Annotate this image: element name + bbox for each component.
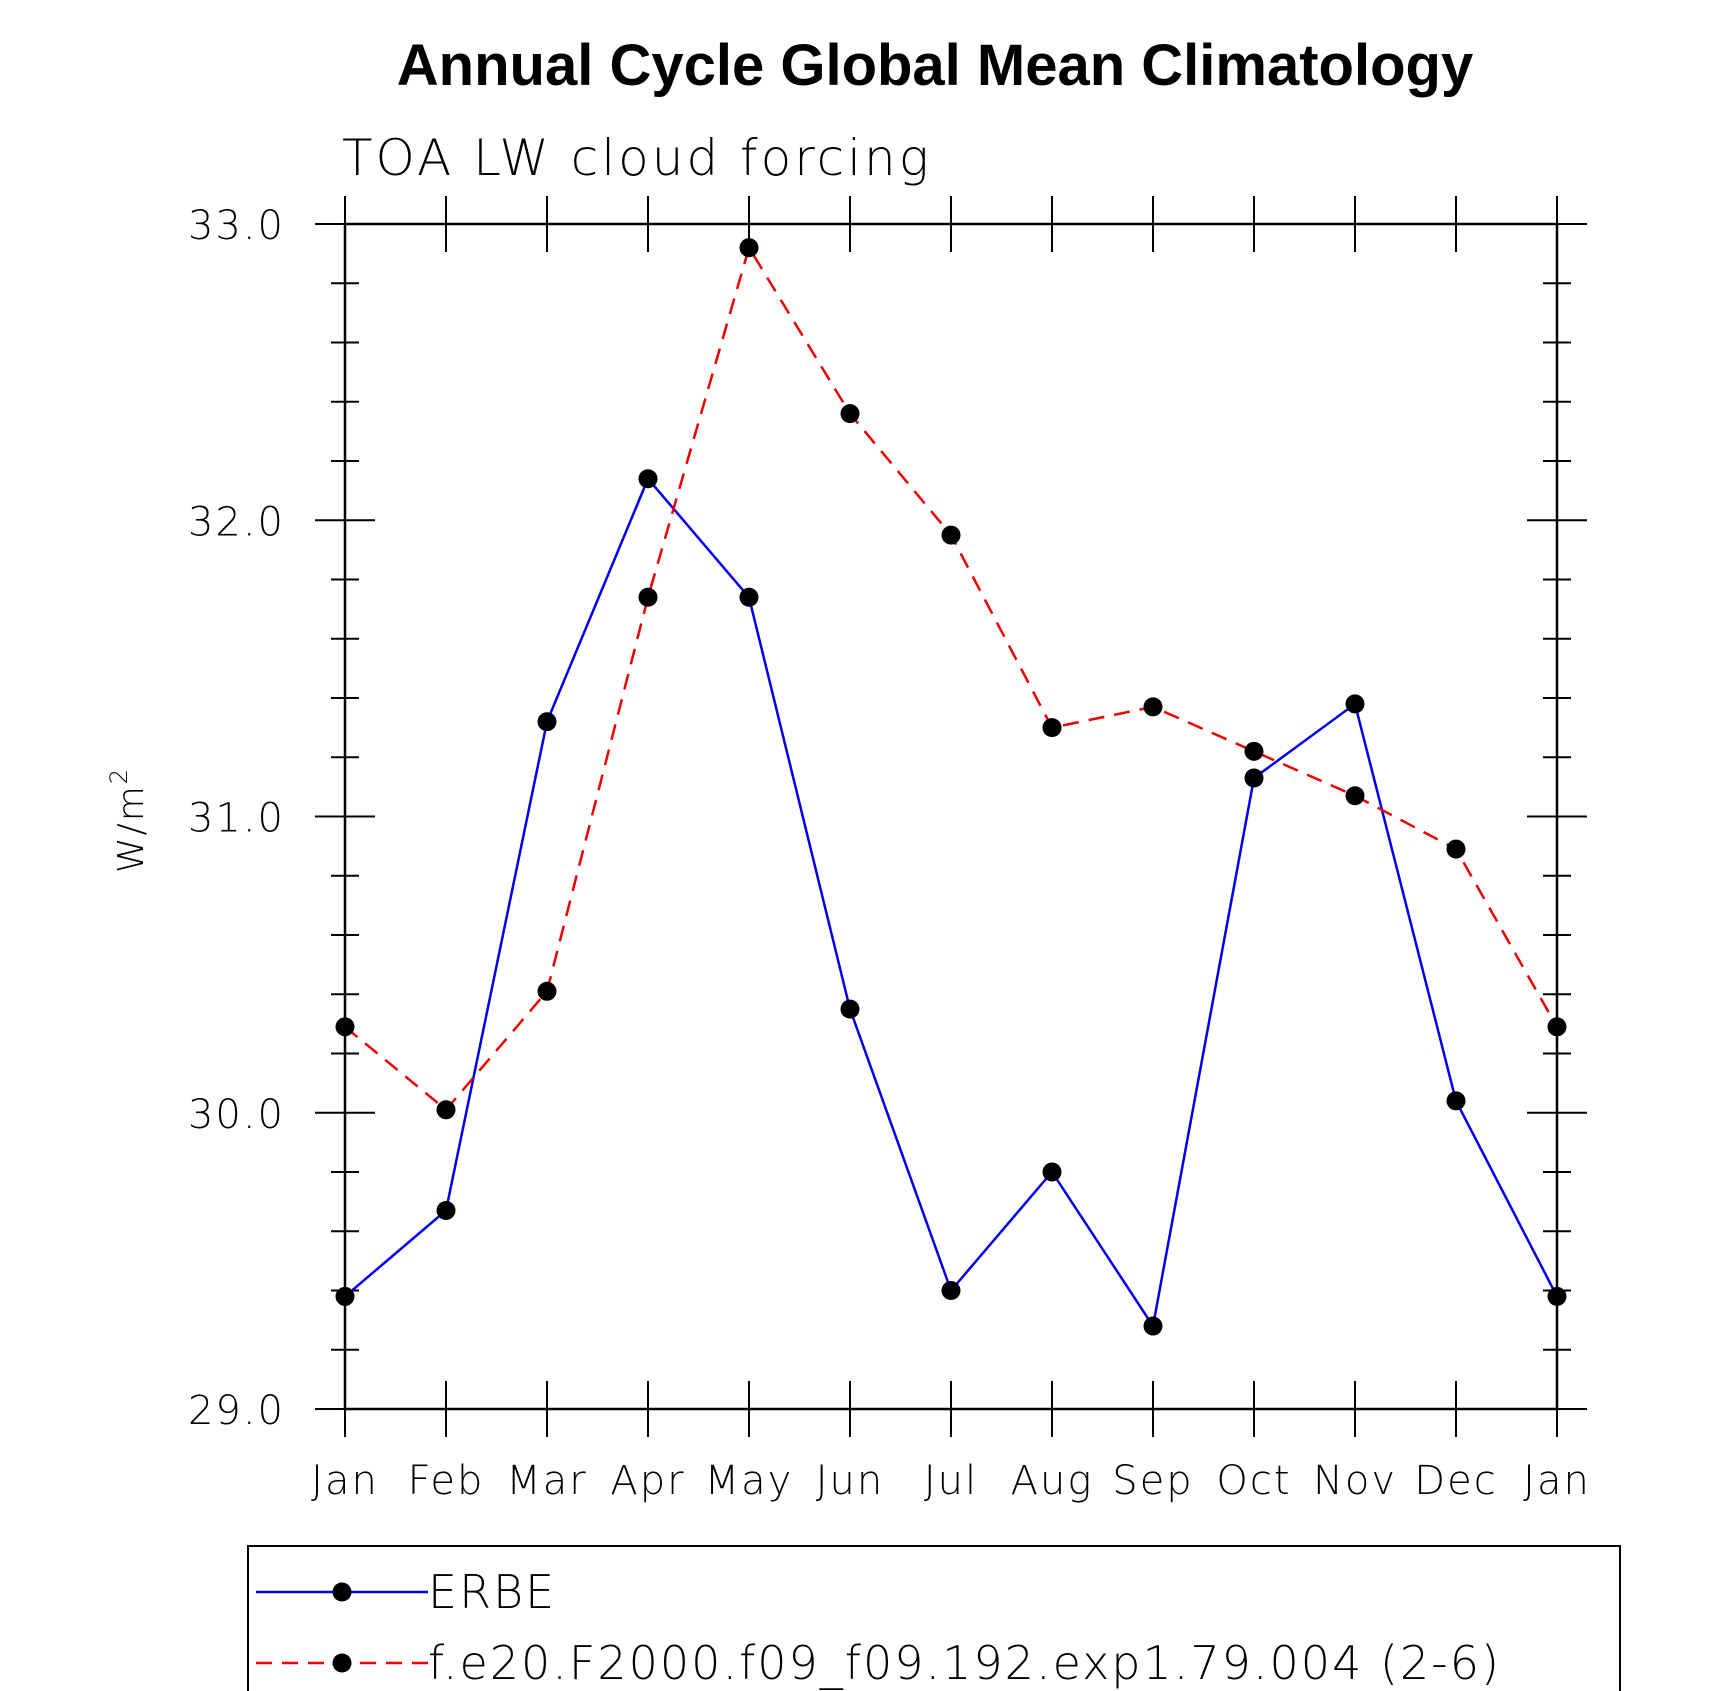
series-line — [344, 244, 1559, 1112]
data-point — [941, 525, 961, 545]
y-tick-label: 29.0 — [188, 1388, 285, 1434]
legend-label: ERBE — [428, 1565, 556, 1619]
data-point — [537, 981, 557, 1001]
x-tick-label: Jan — [1523, 1458, 1591, 1504]
data-point — [335, 1017, 355, 1037]
data-point — [1446, 839, 1466, 859]
data-point — [1244, 741, 1264, 761]
y-axis-label: W/m2 — [105, 767, 152, 873]
chart-subtitle: TOA LW cloud forcing — [342, 129, 932, 187]
series-line — [344, 476, 1559, 1330]
chart-title: Annual Cycle Global Mean Climatology — [397, 33, 1473, 98]
series-layer — [335, 238, 1567, 1336]
x-tick-label: Aug — [1011, 1458, 1094, 1504]
data-point — [1143, 1316, 1163, 1336]
data-point — [739, 238, 759, 258]
legend-box — [247, 1545, 1621, 1691]
legend: ERBE f.e20.F2000.f09_f09.192.exp1.79.004 … — [247, 1545, 1621, 1691]
x-tick-label: Jan — [311, 1458, 379, 1504]
x-tick-label: May — [705, 1458, 794, 1504]
data-point — [1345, 786, 1365, 806]
series-erbe — [335, 469, 1567, 1336]
data-point — [436, 1201, 456, 1221]
x-tick-label: Jul — [924, 1458, 978, 1504]
y-tick-label: 32.0 — [188, 499, 285, 545]
series-model — [335, 238, 1567, 1120]
data-point — [1244, 768, 1264, 788]
legend-label: f.e20.F2000.f09_f09.192.exp1.79.004 (2-6… — [428, 1636, 1501, 1690]
legend-marker — [332, 1582, 352, 1602]
x-tick-label: Jun — [816, 1458, 885, 1504]
y-tick-label: 33.0 — [188, 203, 285, 249]
data-point — [840, 999, 860, 1019]
y-axis: 29.0 30.0 31.0 32.0 33.0 — [188, 203, 1587, 1434]
data-point — [638, 469, 658, 489]
data-point — [1143, 697, 1163, 717]
data-point — [1446, 1091, 1466, 1111]
x-tick-label: Oct — [1216, 1458, 1291, 1504]
data-point — [335, 1286, 355, 1306]
x-tick-label: Feb — [408, 1458, 485, 1504]
x-tick-label: Nov — [1313, 1458, 1397, 1504]
data-point — [1547, 1017, 1567, 1037]
y-tick-label: 30.0 — [188, 1092, 285, 1138]
data-point — [1345, 694, 1365, 714]
x-tick-label: Apr — [610, 1458, 685, 1504]
y-axis-label-text: W/m — [111, 784, 152, 873]
x-tick-label: Dec — [1414, 1458, 1497, 1504]
legend-marker — [332, 1653, 352, 1673]
data-point — [1042, 718, 1062, 738]
x-tick-label: Mar — [506, 1458, 587, 1504]
x-axis: Jan Feb Mar Apr May Jun Jul Aug Sep Oct Nov Dec Jan — [311, 196, 1591, 1504]
data-point — [537, 712, 557, 732]
data-point — [840, 404, 860, 424]
data-point — [638, 587, 658, 607]
y-axis-label-superscript: 2 — [105, 767, 133, 784]
data-point — [436, 1100, 456, 1120]
x-tick-label: Sep — [1112, 1458, 1193, 1504]
data-point — [1547, 1286, 1567, 1306]
data-point — [1042, 1162, 1062, 1182]
y-tick-label: 31.0 — [188, 796, 285, 842]
data-point — [739, 587, 759, 607]
data-point — [941, 1281, 961, 1300]
